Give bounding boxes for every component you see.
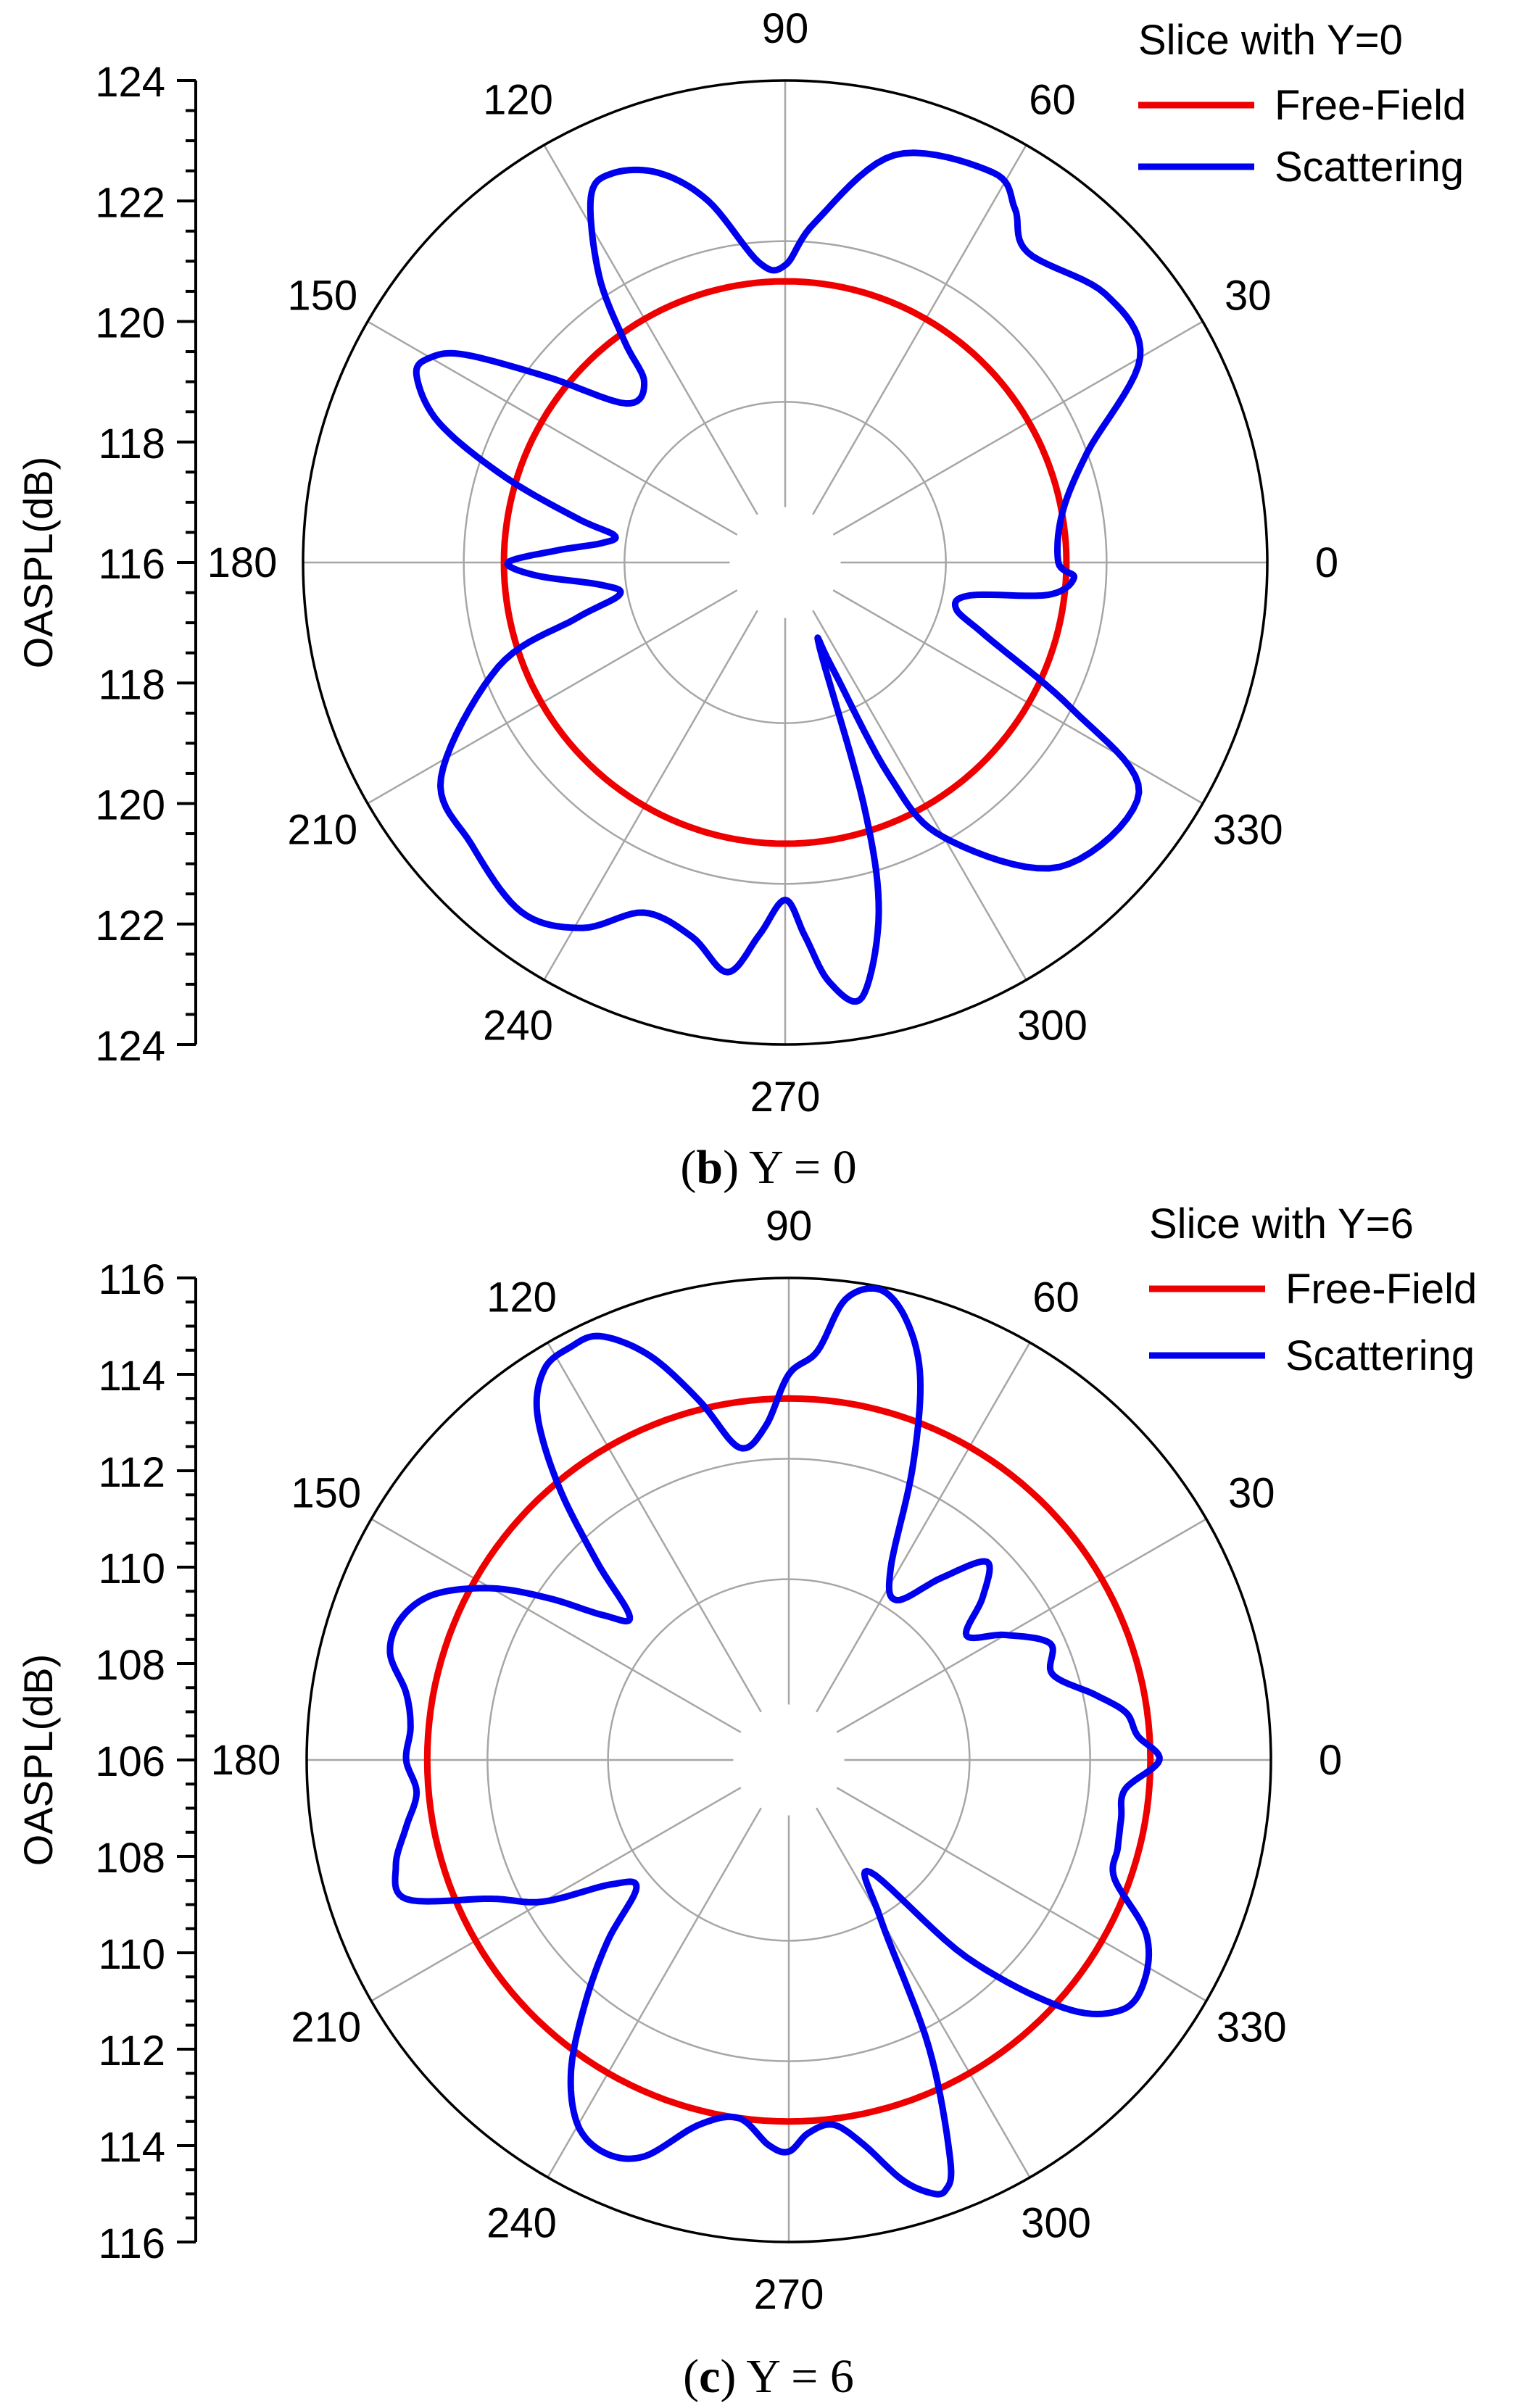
angle-label-240: 240 (486, 2199, 557, 2246)
value-axis-tick-label: 116 (99, 1256, 165, 1303)
caption-open-paren: ( (683, 2350, 699, 2403)
spoke-210 (370, 1787, 742, 2002)
legend-label-free-field: Free-Field (1285, 1266, 1477, 1313)
spoke-150 (370, 1518, 742, 1733)
angle-label-300: 300 (1021, 2199, 1091, 2246)
series-line-free-field (500, 278, 1070, 847)
spoke-240 (547, 1807, 762, 2178)
angle-label-60: 60 (1032, 1274, 1080, 1321)
value-axis-tick-label: 118 (99, 661, 165, 708)
angle-label-30: 30 (1225, 273, 1272, 320)
legend-label-scattering: Scattering (1285, 1332, 1475, 1379)
angle-label-120: 120 (486, 1274, 557, 1321)
value-axis-tick-label: 114 (99, 1353, 165, 1400)
legend-label-scattering: Scattering (1275, 144, 1464, 191)
angle-label-120: 120 (483, 77, 553, 124)
series-line-free-field (423, 1395, 1154, 2125)
value-axis-tick-label: 110 (99, 1931, 165, 1978)
spoke-120 (547, 1342, 762, 1713)
spoke-60 (816, 1342, 1031, 1713)
value-axis-tick-label: 124 (95, 59, 165, 106)
outer-ring (305, 1276, 1272, 2243)
spoke-300 (816, 1807, 1031, 2178)
angle-label-150: 150 (287, 273, 357, 320)
caption-open-paren: ( (680, 1141, 696, 1194)
caption-close-paren: ) (720, 2350, 736, 2403)
spoke-330 (832, 589, 1204, 805)
value-axis-tick-label: 116 (99, 541, 165, 588)
legend-label-free-field: Free-Field (1275, 82, 1466, 129)
angle-label-150: 150 (291, 1470, 361, 1517)
polar-chart-y0: 0 30 60 90 120 150 180 210 240 270 300 330 124 122 120… (15, 5, 1466, 1194)
angle-label-330: 330 (1217, 2004, 1287, 2051)
value-axis-title: OASPL(dB) (15, 1654, 61, 1867)
grid-ring-110 (486, 1458, 1091, 2062)
grid-ring-106 (607, 1578, 971, 1942)
value-axis-tick-label: 120 (95, 300, 165, 347)
value-axis-tick-label: 114 (99, 2124, 165, 2171)
angle-label-180: 180 (211, 1737, 281, 1784)
angle-label-180: 180 (207, 539, 278, 586)
grid-ring-120 (463, 240, 1108, 885)
value-axis-tick-label: 122 (95, 179, 165, 226)
caption-text: Y = 0 (739, 1141, 857, 1194)
polar-chart-y6: 0 30 60 90 120 150 180 210 240 270 300 330 116 114 112… (15, 1200, 1477, 2403)
angle-label-330: 330 (1213, 807, 1283, 854)
value-axis-tick-label: 118 (99, 420, 165, 468)
angle-label-210: 210 (287, 807, 357, 854)
spoke-210 (367, 589, 738, 805)
series-line-scattering (413, 149, 1144, 1005)
outer-ring (302, 79, 1269, 1046)
value-axis-title: OASPL(dB) (15, 457, 61, 669)
angle-label-300: 300 (1017, 1002, 1088, 1049)
angle-label-0: 0 (1315, 539, 1338, 586)
caption-text: Y = 6 (736, 2350, 854, 2403)
spoke-60 (812, 144, 1027, 515)
value-axis-tick-label: 110 (99, 1545, 165, 1593)
value-axis-tick-label: 116 (99, 2220, 165, 2267)
grid-ring-116 (624, 401, 947, 724)
value-axis-tick-label: 124 (95, 1023, 165, 1070)
value-axis-tick-label: 106 (95, 1738, 165, 1785)
value-axis-tick-label: 122 (95, 902, 165, 950)
caption-close-paren: ) (723, 1141, 739, 1194)
angle-label-0: 0 (1319, 1737, 1342, 1784)
angle-label-210: 210 (291, 2004, 361, 2051)
series-line-scattering (386, 1284, 1163, 2198)
value-axis-tick-label: 120 (95, 782, 165, 829)
spoke-30 (832, 320, 1204, 536)
caption-letter: b (696, 1141, 723, 1194)
angle-label-240: 240 (483, 1002, 553, 1049)
angle-label-30: 30 (1228, 1470, 1275, 1517)
value-axis-tick-label: 108 (95, 1835, 165, 1882)
value-axis-tick-label: 112 (99, 2027, 165, 2075)
spoke-120 (543, 144, 758, 515)
caption-letter: c (699, 2350, 720, 2403)
angle-label-270: 270 (754, 2271, 824, 2318)
value-axis-tick-label: 112 (99, 1449, 165, 1496)
value-axis-tick-label: 108 (95, 1642, 165, 1689)
spoke-240 (543, 610, 758, 981)
panel-caption: (c) Y = 6 (683, 2350, 854, 2403)
angle-label-60: 60 (1029, 77, 1076, 124)
spoke-300 (812, 610, 1027, 981)
angle-label-90: 90 (762, 5, 809, 52)
angle-label-90: 90 (766, 1203, 813, 1250)
legend-title: Slice with Y=6 (1149, 1200, 1414, 1247)
panel-caption: (b) Y = 0 (680, 1141, 856, 1194)
spoke-30 (836, 1518, 1207, 1733)
legend-title: Slice with Y=0 (1138, 17, 1403, 64)
angle-label-270: 270 (750, 1074, 821, 1121)
